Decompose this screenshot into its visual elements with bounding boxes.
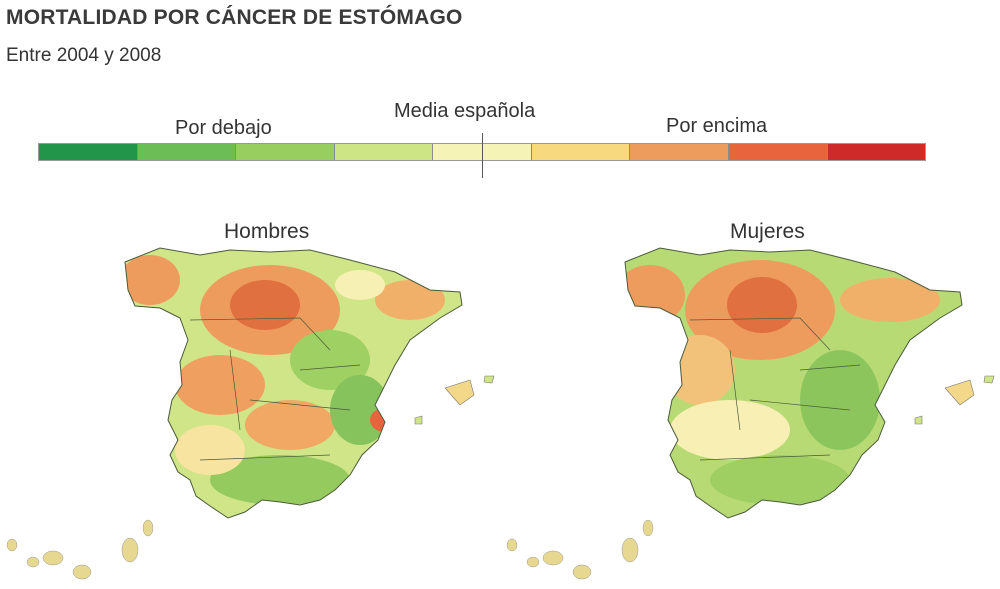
legend-swatch-6 — [531, 144, 631, 160]
page-subtitle: Entre 2004 y 2008 — [6, 45, 162, 66]
legend-above-label: Por encima — [666, 115, 768, 137]
legend-below-label: Por debajo — [175, 117, 272, 139]
legend-swatch-7 — [630, 144, 729, 160]
mean-marker — [482, 133, 483, 178]
spain-map-hombres — [6, 247, 495, 580]
color-legend-bar — [38, 143, 926, 161]
map-title-hombres: Hombres — [224, 220, 310, 243]
legend-swatch-4 — [334, 144, 434, 160]
legend-swatch-8 — [728, 144, 828, 160]
page-title: MORTALIDAD POR CÁNCER DE ESTÓMAGO — [6, 6, 463, 29]
spain-map-mujeres — [506, 247, 995, 580]
legend-swatch-2 — [137, 144, 237, 160]
map-title-mujeres: Mujeres — [730, 220, 805, 243]
legend-swatch-3 — [236, 144, 335, 160]
legend-swatch-1 — [39, 144, 138, 160]
legend-swatch-9 — [827, 144, 926, 160]
legend-mean-label: Media española — [394, 100, 536, 122]
